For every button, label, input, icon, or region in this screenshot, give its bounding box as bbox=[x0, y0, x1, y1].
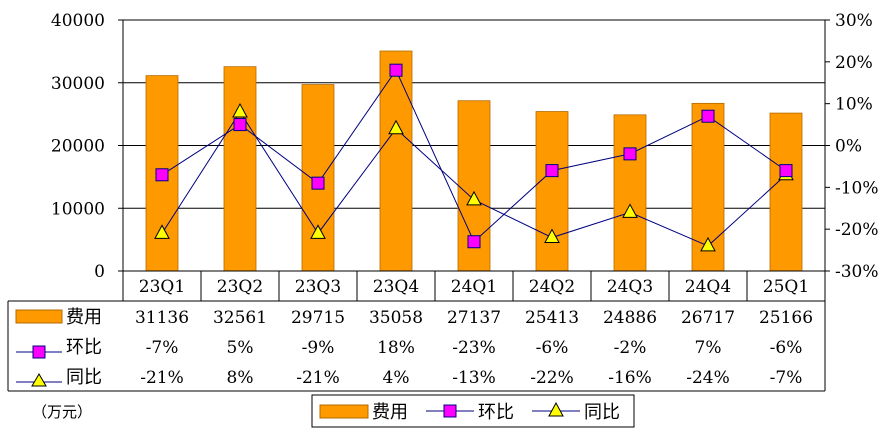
y-right-tick-label: -30% bbox=[835, 262, 879, 282]
category-label: 24Q2 bbox=[529, 277, 575, 297]
qoq-marker bbox=[779, 164, 793, 178]
table-value: -22% bbox=[530, 368, 574, 388]
table-value: -2% bbox=[614, 338, 647, 358]
yoy-marker bbox=[310, 224, 326, 239]
yoy-marker bbox=[544, 228, 560, 244]
table-series-name: 环比 bbox=[66, 337, 102, 358]
table-value: 18% bbox=[377, 338, 415, 358]
qoq-marker bbox=[467, 235, 481, 249]
table-value: -6% bbox=[536, 338, 569, 358]
y-right-tick-label: -10% bbox=[835, 178, 879, 198]
table-value: 29715 bbox=[291, 308, 345, 328]
table-value: -13% bbox=[452, 368, 496, 388]
table-value: -7% bbox=[146, 338, 179, 358]
table-value: -7% bbox=[770, 368, 803, 388]
table-value: -9% bbox=[302, 338, 335, 358]
table-value: -24% bbox=[686, 368, 730, 388]
table-value: -6% bbox=[770, 338, 803, 358]
table-value: 35058 bbox=[369, 308, 423, 328]
table-value: -21% bbox=[296, 368, 340, 388]
yoy-marker bbox=[622, 203, 638, 218]
qoq-marker bbox=[155, 168, 169, 182]
table-value: 25166 bbox=[759, 308, 813, 328]
table-key-bar bbox=[15, 309, 63, 324]
table-series-name: 费用 bbox=[66, 307, 102, 328]
legend-label: 费用 bbox=[372, 402, 408, 423]
y-right-tick-label: 10% bbox=[835, 95, 873, 115]
category-label: 23Q1 bbox=[139, 277, 185, 297]
table-value: 26717 bbox=[681, 308, 735, 328]
table-value: 5% bbox=[227, 338, 254, 358]
y-right-tick-label: 0% bbox=[835, 137, 862, 157]
qoq-marker bbox=[311, 176, 325, 190]
bar bbox=[379, 50, 413, 272]
y-right-tick-label: 20% bbox=[835, 53, 873, 73]
table-value: 4% bbox=[383, 368, 410, 388]
legend-key-triangle bbox=[548, 401, 564, 417]
y-left-tick-label: 10000 bbox=[51, 199, 105, 219]
qoq-marker bbox=[623, 147, 637, 161]
category-label: 24Q1 bbox=[451, 277, 497, 297]
table-key-square bbox=[32, 345, 46, 359]
category-label: 23Q2 bbox=[217, 277, 263, 297]
qoq-marker bbox=[389, 63, 403, 77]
category-label: 24Q3 bbox=[607, 277, 653, 297]
qoq-marker bbox=[233, 118, 247, 132]
table-value: 32561 bbox=[213, 308, 267, 328]
bar bbox=[223, 66, 257, 272]
legend-key-square bbox=[443, 404, 457, 418]
yoy-marker bbox=[388, 119, 404, 135]
category-label: 23Q4 bbox=[373, 277, 419, 297]
qoq-marker bbox=[545, 164, 559, 178]
y-left-tick-label: 20000 bbox=[51, 137, 105, 157]
category-label: 23Q3 bbox=[295, 277, 341, 297]
y-left-tick-label: 0 bbox=[94, 262, 105, 282]
bar bbox=[769, 112, 803, 272]
bar bbox=[535, 111, 569, 272]
bar bbox=[613, 114, 647, 272]
table-value: 31136 bbox=[135, 308, 189, 328]
table-value: -23% bbox=[452, 338, 496, 358]
yoy-marker bbox=[466, 190, 482, 206]
y-right-tick-label: 30% bbox=[835, 11, 873, 31]
table-series-name: 同比 bbox=[66, 367, 102, 388]
y-left-tick-label: 40000 bbox=[51, 11, 105, 31]
category-label: 24Q4 bbox=[685, 277, 731, 297]
yoy-marker bbox=[700, 236, 716, 252]
yoy-marker bbox=[154, 224, 170, 239]
yoy-marker bbox=[232, 102, 248, 118]
legend-key-bar bbox=[319, 404, 369, 419]
y-right-tick-label: -20% bbox=[835, 220, 879, 240]
table-value: 8% bbox=[227, 368, 254, 388]
category-label: 25Q1 bbox=[763, 277, 809, 297]
y-left-tick-label: 30000 bbox=[51, 74, 105, 94]
unit-note: （万元） bbox=[32, 403, 92, 421]
table-value: 24886 bbox=[603, 308, 657, 328]
table-value: 25413 bbox=[525, 308, 579, 328]
table-value: -21% bbox=[140, 368, 184, 388]
table-value: -16% bbox=[608, 368, 652, 388]
legend-label: 环比 bbox=[478, 402, 514, 423]
legend-label: 同比 bbox=[584, 402, 620, 423]
table-value: 7% bbox=[695, 338, 722, 358]
table-key-triangle bbox=[31, 373, 47, 387]
qoq-marker bbox=[701, 109, 715, 123]
table-value: 27137 bbox=[447, 308, 501, 328]
